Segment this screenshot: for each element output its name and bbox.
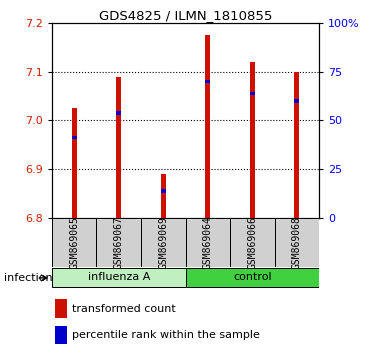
Bar [205,35,210,218]
Text: control: control [233,273,272,282]
Bar [275,218,319,267]
Text: GSM869066: GSM869066 [247,216,257,269]
Bar [52,218,96,267]
Bar [161,189,166,193]
Bar [250,92,255,95]
Bar [55,299,67,318]
Bar [141,218,186,267]
Bar [186,218,230,267]
Text: GSM869064: GSM869064 [203,216,213,269]
Bar [96,218,141,267]
Text: percentile rank within the sample: percentile rank within the sample [72,330,260,340]
Text: GSM869068: GSM869068 [292,216,302,269]
Bar [294,72,299,218]
Bar [116,112,121,115]
Bar [294,99,299,103]
Text: GSM869065: GSM869065 [69,216,79,269]
Text: GSM869067: GSM869067 [114,216,124,269]
Bar [72,108,77,218]
Bar [161,174,166,218]
Bar [230,218,275,267]
Text: influenza A: influenza A [88,273,150,282]
Text: transformed count: transformed count [72,304,176,314]
Text: GDS4825 / ILMN_1810855: GDS4825 / ILMN_1810855 [99,9,272,22]
Bar [52,268,186,287]
Bar [250,62,255,218]
Text: infection: infection [4,273,52,283]
Bar [186,268,319,287]
Bar [205,80,210,83]
Bar [72,136,77,139]
Text: GSM869069: GSM869069 [158,216,168,269]
Bar [116,76,121,218]
Bar [55,326,67,344]
